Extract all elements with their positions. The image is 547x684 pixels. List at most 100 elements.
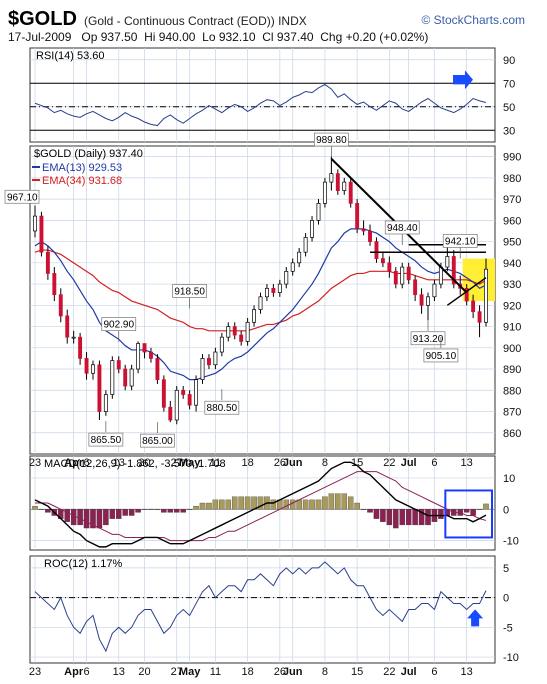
macd-hist-bar bbox=[231, 496, 238, 510]
macd-hist-bar bbox=[154, 509, 161, 510]
macd-hist-bar bbox=[476, 509, 483, 510]
macd-hist-bar bbox=[251, 496, 257, 510]
x-tick-label: 22 bbox=[383, 666, 395, 678]
y-tick-label: 0 bbox=[503, 593, 509, 605]
x-tick-label: 26 bbox=[274, 666, 286, 678]
quote-date: 17-Jul-2009 bbox=[8, 30, 72, 44]
macd-hist-bar bbox=[38, 509, 45, 510]
candle-body bbox=[284, 270, 289, 285]
macd-hist-bar bbox=[167, 509, 174, 513]
x-tick-label: 11 bbox=[210, 666, 221, 678]
candle-body bbox=[123, 368, 128, 387]
macd-hist-bar bbox=[90, 509, 96, 529]
x-tick-label: 20 bbox=[138, 666, 150, 678]
macd-hist-bar bbox=[83, 509, 90, 529]
candle-body bbox=[419, 294, 424, 306]
candle-body bbox=[387, 262, 392, 272]
y-tick-label: 10 bbox=[503, 473, 515, 485]
y-tick-label: 890 bbox=[503, 364, 521, 376]
candle-body bbox=[52, 273, 57, 296]
y-tick-label: 940 bbox=[503, 258, 521, 270]
candle-body bbox=[361, 228, 366, 232]
candle-body bbox=[84, 358, 89, 374]
x-tick-label: 20 bbox=[138, 457, 150, 469]
macd-hist-bar bbox=[322, 496, 328, 510]
x-tick-label: 6 bbox=[431, 666, 437, 678]
price-annotation: 942.10 bbox=[445, 236, 476, 247]
candle-body bbox=[264, 287, 269, 298]
macd-hist-bar bbox=[289, 499, 296, 510]
candle-body bbox=[213, 351, 218, 366]
candle-body bbox=[174, 389, 179, 421]
candle-body bbox=[168, 406, 173, 421]
candle-body bbox=[226, 326, 231, 338]
annotation-box bbox=[172, 284, 207, 298]
candle-body bbox=[97, 364, 102, 412]
candle-body bbox=[136, 343, 141, 370]
x-tick-label: May bbox=[179, 457, 201, 469]
macd-hist-bar bbox=[141, 509, 148, 510]
candle-body bbox=[39, 215, 44, 253]
candle-body bbox=[380, 258, 385, 264]
macd-hist-bar bbox=[244, 496, 251, 510]
macd-hist-bar bbox=[380, 509, 386, 522]
annotation-box bbox=[384, 220, 420, 235]
x-tick-label: Jun bbox=[283, 666, 303, 678]
macd-hist-bar bbox=[257, 496, 264, 510]
macd-hist-bar bbox=[438, 509, 444, 519]
candle-body bbox=[355, 203, 360, 230]
macd-hist-bar bbox=[219, 499, 225, 510]
macd-hist-bar bbox=[135, 509, 141, 513]
candle-body bbox=[116, 360, 121, 370]
y-tick-label: -5 bbox=[503, 622, 513, 634]
macd-hist-bar bbox=[412, 509, 418, 526]
candle-body bbox=[426, 296, 430, 306]
rsi-line bbox=[34, 83, 487, 127]
macd-hist-bar bbox=[116, 509, 122, 519]
y-tick-label: 970 bbox=[503, 194, 521, 206]
ema34-line bbox=[34, 249, 487, 332]
x-tick-label: 8 bbox=[322, 457, 328, 469]
y-tick-label: -10 bbox=[503, 652, 519, 664]
x-tick-label: Jul bbox=[401, 666, 417, 678]
candle-body bbox=[310, 219, 314, 238]
exchange-label: INDX bbox=[278, 14, 307, 28]
price-annotation: 918.50 bbox=[174, 286, 205, 297]
candle-body bbox=[110, 360, 115, 395]
instrument-description: (Gold - Continuous Contract (EOD)) bbox=[84, 14, 275, 28]
price-annotation: 865.00 bbox=[142, 436, 173, 447]
candle-body bbox=[484, 268, 488, 323]
macd-hist-bar bbox=[341, 493, 348, 510]
macd-hist-bar bbox=[180, 509, 186, 513]
price-annotation: 880.50 bbox=[207, 403, 238, 414]
annotation-box bbox=[140, 433, 175, 448]
macd-hist-bar bbox=[148, 509, 154, 510]
panel-roc: 5 0 -5 -10 bbox=[29, 555, 519, 664]
macd-hist-bar bbox=[96, 509, 103, 529]
arrow-icon bbox=[453, 70, 473, 90]
candle-body bbox=[65, 315, 70, 338]
candle-body bbox=[329, 173, 334, 183]
macd-hist-bar bbox=[199, 502, 206, 510]
x-tick-label: 15 bbox=[351, 666, 363, 678]
annotation-box bbox=[101, 317, 137, 331]
y-tick-label: 860 bbox=[503, 428, 521, 440]
candle-body bbox=[335, 173, 340, 191]
macd-hist-bar bbox=[335, 493, 341, 510]
macd-hist-bar bbox=[309, 499, 315, 510]
macd-series: MACD(12,26,9) -1.862, -3.570, 1.708 bbox=[30, 458, 495, 548]
x-tick-label: 26 bbox=[274, 457, 286, 469]
macd-hist-bar bbox=[206, 502, 212, 510]
annotation-box bbox=[88, 432, 124, 447]
x-tick-label: 18 bbox=[241, 457, 253, 469]
candle-body bbox=[290, 262, 295, 272]
candle-body bbox=[33, 215, 37, 232]
x-tick-label: 11 bbox=[210, 457, 221, 469]
quote-close: Cl 937.40 bbox=[262, 30, 314, 44]
x-tick-label: 13 bbox=[113, 666, 125, 678]
x-tick-label: 23 bbox=[29, 666, 41, 678]
macd-hist-bar bbox=[238, 496, 244, 510]
roc-line bbox=[34, 561, 487, 653]
macd-hist-bar bbox=[270, 499, 277, 510]
